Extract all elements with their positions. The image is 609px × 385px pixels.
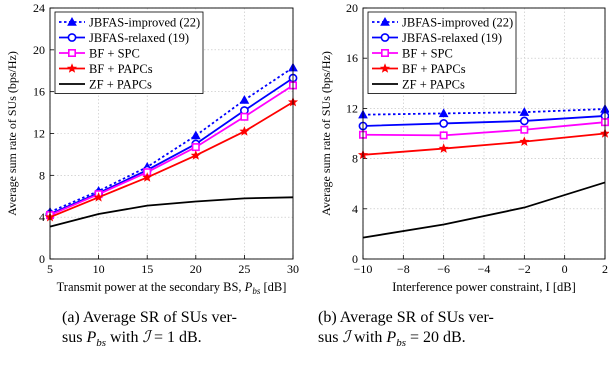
- caption-b-line-2: sus ℐ with Pbs = 20 dB.: [318, 329, 466, 350]
- x-tick-label: 20: [190, 262, 202, 276]
- axes-frame-a: [49, 7, 294, 260]
- legend-marker: [68, 48, 77, 57]
- legend-marker: [67, 16, 77, 26]
- x-tick-label: −4: [478, 262, 491, 276]
- x-axis-label: Interference power constraint, I [dB]: [392, 280, 576, 294]
- series-line-1: [49, 66, 294, 213]
- y-tick-label: 20: [346, 1, 358, 15]
- legend-label: BF + PAPCs: [89, 62, 153, 76]
- legend-label: ZF + PAPCs: [402, 78, 465, 92]
- data-point: [519, 136, 530, 146]
- chart-a: 5 10 15 20 25 30 0 4 8 12 16 20 24 JBFAS-improved (22…: [5, 1, 299, 296]
- legend-label: BF + SPC: [402, 47, 453, 61]
- y-axis-label: Average sum rate of SUs (bps/Hz): [319, 51, 333, 216]
- y-axis-label: Average sum rate of SUs (bps/Hz): [5, 51, 19, 216]
- data-point: [519, 107, 530, 116]
- x-tick-label: 2: [602, 262, 608, 276]
- data-point: [439, 119, 449, 128]
- legend-marker: [380, 16, 390, 26]
- legend-label: BF + SPC: [89, 47, 140, 61]
- legend-label: ZF + PAPCs: [89, 78, 152, 92]
- caption-a-line-2-prefix: sus: [62, 329, 87, 346]
- legend-marker: [380, 33, 390, 42]
- data-point: [438, 108, 449, 118]
- series-line-1: [362, 108, 606, 116]
- x-tick-label: 25: [238, 262, 250, 276]
- x-tick-label: 5: [47, 262, 53, 276]
- data-point: [93, 191, 104, 202]
- legend-b: JBFAS-improved (22)JBFAS-relaxed (19) BF …: [367, 11, 517, 94]
- series-line-3: [49, 84, 294, 216]
- y-tick-label: 12: [33, 127, 45, 141]
- x-axis-label: Transmit power at the secondary BS, Pbs …: [57, 280, 287, 296]
- y-tick-label: 0: [39, 252, 45, 266]
- series-line-3: [362, 121, 606, 137]
- y-tick-label: 16: [33, 85, 45, 99]
- y-tick-label: 0: [352, 252, 358, 266]
- data-point: [439, 131, 448, 140]
- x-tick-label: 15: [141, 262, 153, 276]
- y-tick-label: 4: [352, 202, 358, 216]
- legend-label: JBFAS-improved (22): [402, 16, 513, 30]
- caption-b-line-1: (b) Average SR of SUs ver-: [318, 309, 494, 326]
- y-tick-label: 8: [352, 152, 358, 166]
- series-line-5: [49, 196, 294, 228]
- legend-label: BF + PAPCs: [402, 62, 466, 76]
- y-tick-label: 16: [346, 51, 358, 65]
- x-tick-label: −10: [354, 262, 373, 276]
- data-point: [240, 112, 249, 121]
- legend-marker: [67, 33, 77, 42]
- data-point: [438, 143, 449, 153]
- legend-a: JBFAS-improved (22)JBFAS-relaxed (19) BF …: [54, 11, 204, 94]
- data-point: [190, 130, 201, 140]
- caption-b: (b) Average SR of SUs ver- sus ℐ with Pb…: [318, 308, 494, 353]
- caption-a-line-1: (a) Average SR of SUs ver-: [62, 309, 237, 326]
- data-point: [190, 150, 201, 160]
- legend-label: JBFAS-relaxed (19): [89, 31, 189, 45]
- legend-label: JBFAS-improved (22): [89, 16, 200, 30]
- series-line-4: [362, 132, 606, 156]
- series-line-5: [362, 181, 606, 239]
- data-point: [520, 125, 529, 134]
- data-point: [239, 126, 250, 136]
- series-line-2: [362, 115, 606, 127]
- data-point: [519, 116, 529, 126]
- x-tick-label: −6: [437, 262, 450, 276]
- x-tick-label: 0: [562, 262, 568, 276]
- data-point: [239, 95, 250, 104]
- x-tick-label: 10: [93, 262, 105, 276]
- y-tick-label: 20: [33, 43, 45, 57]
- x-tick-label: −2: [518, 262, 531, 276]
- data-point: [191, 143, 200, 152]
- series-line-2: [49, 77, 294, 215]
- data-point: [142, 172, 153, 182]
- x-tick-label: −8: [397, 262, 410, 276]
- legend-marker: [66, 63, 78, 73]
- caption-a: (a) Average SR of SUs ver- sus Pbs with …: [62, 308, 237, 353]
- y-tick-label: 4: [39, 210, 45, 224]
- legend-marker: [379, 63, 391, 73]
- series-line-4: [49, 101, 294, 219]
- legend-label: JBFAS-relaxed (19): [402, 31, 502, 45]
- caption-a-line-2: sus Pbs with ℐ = 1 dB.: [62, 329, 202, 350]
- legend-marker: [380, 48, 389, 57]
- y-tick-label: 24: [33, 1, 45, 15]
- y-tick-label: 8: [39, 168, 45, 182]
- x-tick-label: 30: [287, 262, 299, 276]
- y-tick-label: 12: [346, 101, 358, 115]
- axes-frame-b: [362, 7, 606, 260]
